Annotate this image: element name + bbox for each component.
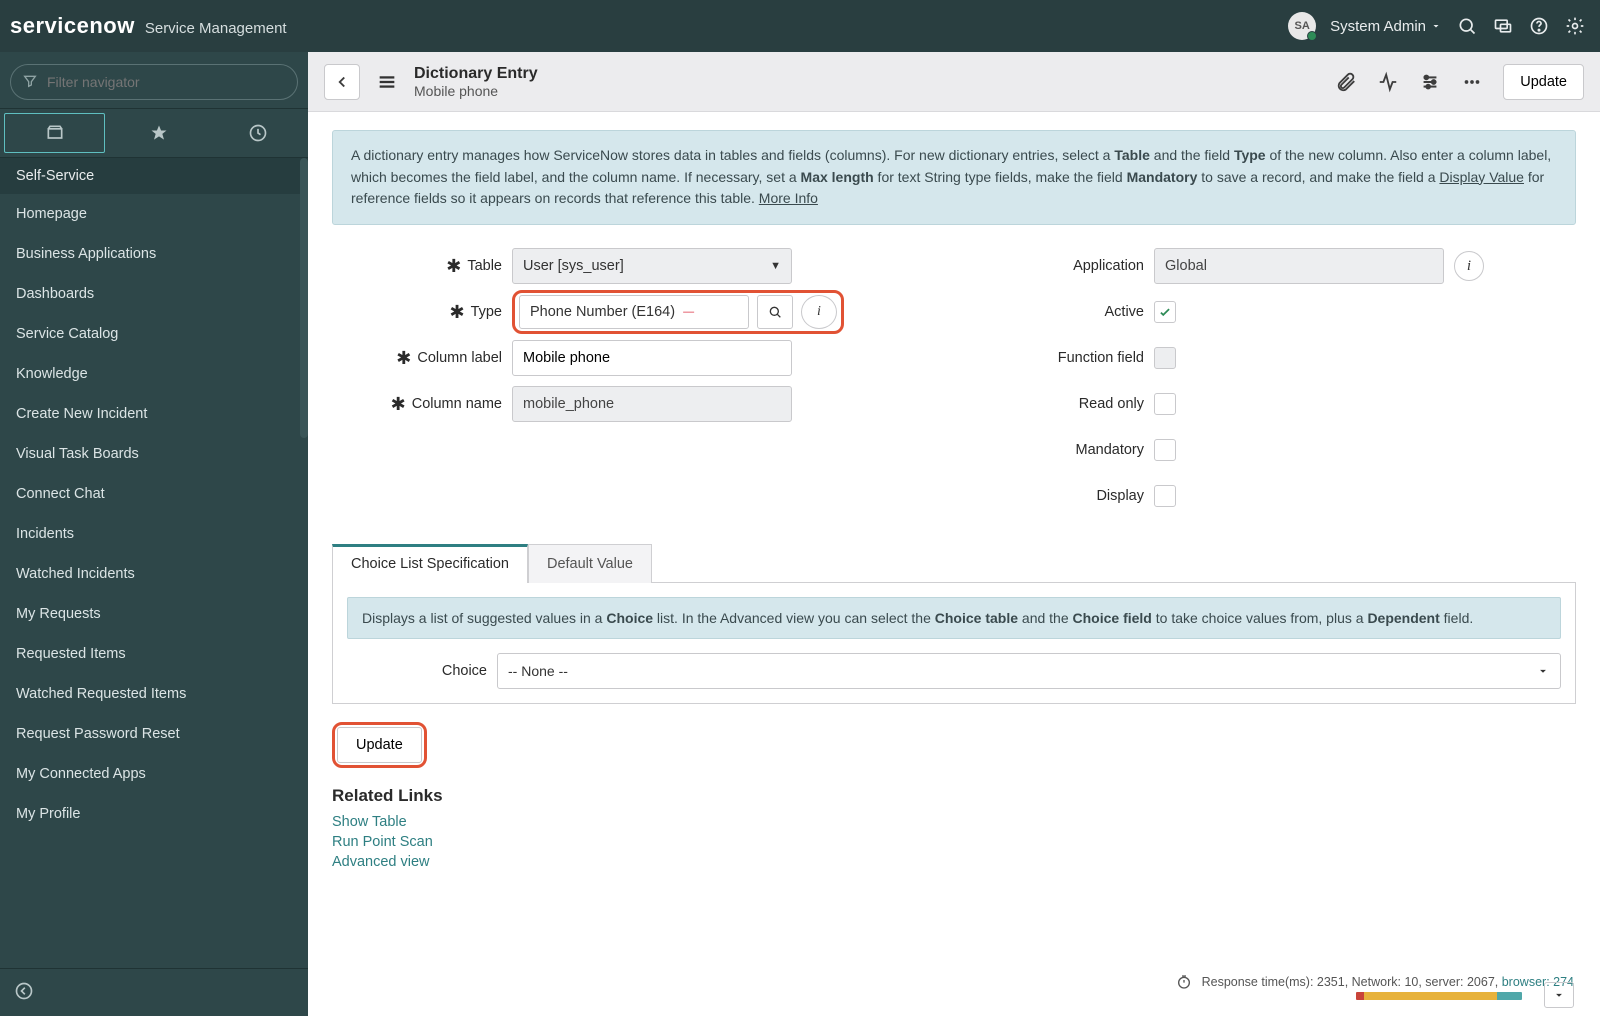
application-input bbox=[1154, 248, 1444, 284]
function-field-checkbox bbox=[1154, 347, 1176, 369]
form-menu-icon[interactable] bbox=[372, 71, 402, 93]
search-icon[interactable] bbox=[1456, 15, 1478, 37]
column-label-label: Column label bbox=[417, 350, 502, 366]
related-link[interactable]: Advanced view bbox=[332, 854, 1576, 870]
back-button[interactable] bbox=[324, 64, 360, 100]
settings-icon[interactable] bbox=[1564, 15, 1586, 37]
type-lookup-icon[interactable] bbox=[757, 295, 793, 329]
nav-tab-favorites[interactable] bbox=[109, 109, 208, 157]
column-name-label: Column name bbox=[412, 396, 502, 412]
sidebar-item[interactable]: Create New Incident bbox=[0, 394, 308, 434]
type-input[interactable]: Phone Number (E164) — bbox=[519, 295, 749, 329]
type-label: Type bbox=[471, 304, 502, 320]
sidebar-item[interactable]: Watched Incidents bbox=[0, 554, 308, 594]
expand-button[interactable] bbox=[1544, 982, 1574, 1008]
table-label: Table bbox=[467, 258, 502, 274]
nav-heading[interactable]: Self-Service bbox=[0, 158, 308, 194]
display-label: Display bbox=[1096, 488, 1144, 504]
progress-bar bbox=[1356, 992, 1522, 1000]
update-button-top[interactable]: Update bbox=[1503, 64, 1584, 100]
readonly-label: Read only bbox=[1079, 396, 1144, 412]
sidebar-item[interactable]: Business Applications bbox=[0, 234, 308, 274]
choice-info-box: Displays a list of suggested values in a… bbox=[347, 597, 1561, 639]
column-name-input bbox=[512, 386, 792, 422]
mandatory-label: Mandatory bbox=[1075, 442, 1144, 458]
help-icon[interactable] bbox=[1528, 15, 1550, 37]
nav-tab-history[interactable] bbox=[209, 109, 308, 157]
sidebar-item[interactable]: Knowledge bbox=[0, 354, 308, 394]
product-name: Service Management bbox=[145, 20, 287, 37]
active-label: Active bbox=[1105, 304, 1145, 320]
sidebar-item[interactable]: Incidents bbox=[0, 514, 308, 554]
personalize-icon[interactable] bbox=[1419, 71, 1441, 93]
mandatory-checkbox[interactable] bbox=[1154, 439, 1176, 461]
page-title: Dictionary Entry bbox=[414, 64, 538, 83]
readonly-checkbox[interactable] bbox=[1154, 393, 1176, 415]
table-select[interactable]: User [sys_user] ▼ bbox=[512, 248, 792, 284]
type-value: Phone Number (E164) bbox=[530, 304, 675, 320]
sidebar-item[interactable]: Service Catalog bbox=[0, 314, 308, 354]
attachment-icon[interactable] bbox=[1335, 71, 1357, 93]
sidebar-item[interactable]: Watched Requested Items bbox=[0, 674, 308, 714]
column-label-input[interactable] bbox=[512, 340, 792, 376]
user-name-label: System Admin bbox=[1330, 18, 1426, 35]
response-time-text: Response time(ms): 2351, Network: 10, se… bbox=[1202, 975, 1502, 989]
nav-tab-all[interactable] bbox=[4, 113, 105, 153]
info-box: A dictionary entry manages how ServiceNo… bbox=[332, 130, 1576, 225]
choice-value: -- None -- bbox=[508, 663, 568, 679]
related-links-heading: Related Links bbox=[332, 786, 1576, 806]
sidebar-item[interactable]: Dashboards bbox=[0, 274, 308, 314]
related-link[interactable]: Run Point Scan bbox=[332, 834, 1576, 850]
chat-icon[interactable] bbox=[1492, 15, 1514, 37]
sidebar-item[interactable]: Homepage bbox=[0, 194, 308, 234]
active-checkbox[interactable] bbox=[1154, 301, 1176, 323]
application-info-icon[interactable]: i bbox=[1454, 251, 1484, 281]
sidebar-scrollbar[interactable] bbox=[300, 158, 308, 438]
table-value: User [sys_user] bbox=[523, 258, 624, 274]
activity-icon[interactable] bbox=[1377, 71, 1399, 93]
choice-label: Choice bbox=[442, 663, 487, 679]
type-info-icon[interactable]: i bbox=[801, 295, 837, 329]
update-button[interactable]: Update bbox=[337, 727, 422, 763]
filter-navigator-input[interactable] bbox=[10, 64, 298, 100]
tab-choice-list[interactable]: Choice List Specification bbox=[332, 544, 528, 583]
sidebar-collapse-icon[interactable] bbox=[14, 981, 34, 1004]
avatar[interactable]: SA bbox=[1288, 12, 1316, 40]
related-link[interactable]: Show Table bbox=[332, 814, 1576, 830]
sidebar-item[interactable]: Visual Task Boards bbox=[0, 434, 308, 474]
page-subtitle: Mobile phone bbox=[414, 83, 538, 100]
sidebar-item[interactable]: My Connected Apps bbox=[0, 754, 308, 794]
logo: servicenow bbox=[10, 13, 135, 39]
application-label: Application bbox=[1073, 258, 1144, 274]
sidebar-item[interactable]: My Profile bbox=[0, 794, 308, 834]
user-menu[interactable]: System Admin bbox=[1330, 18, 1442, 35]
choice-select[interactable]: -- None -- bbox=[497, 653, 1561, 689]
more-options-icon[interactable] bbox=[1461, 71, 1483, 93]
sidebar-item[interactable]: Requested Items bbox=[0, 634, 308, 674]
timer-icon bbox=[1176, 974, 1192, 990]
sidebar-item[interactable]: Connect Chat bbox=[0, 474, 308, 514]
function-field-label: Function field bbox=[1058, 350, 1144, 366]
tab-default-value[interactable]: Default Value bbox=[528, 544, 652, 583]
display-checkbox[interactable] bbox=[1154, 485, 1176, 507]
sidebar-item[interactable]: Request Password Reset bbox=[0, 714, 308, 754]
sidebar-item[interactable]: My Requests bbox=[0, 594, 308, 634]
